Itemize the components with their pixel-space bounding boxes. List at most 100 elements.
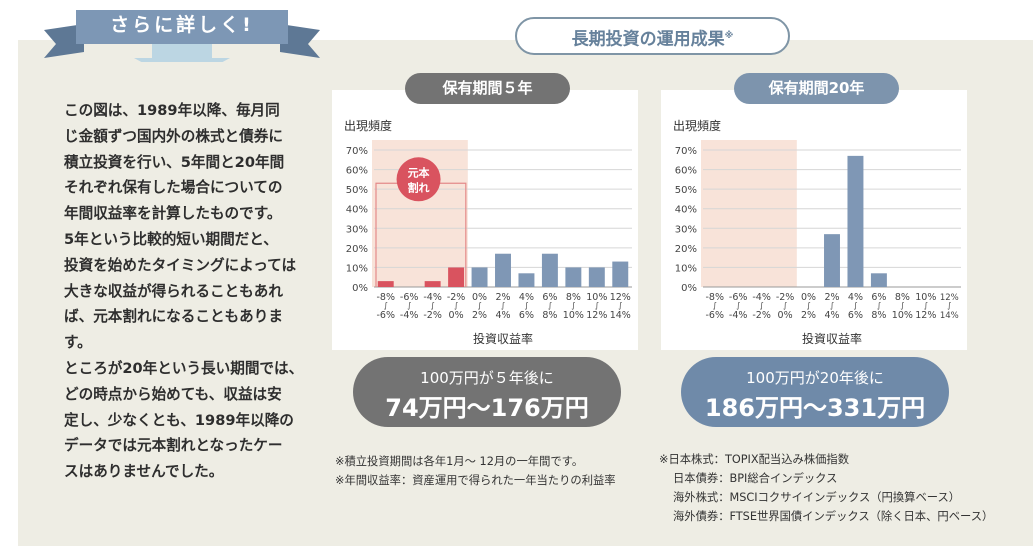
x-tick-separator: ∫ — [877, 301, 881, 310]
y-tick-label: 20% — [675, 244, 697, 255]
x-tick-label: -6% — [400, 292, 419, 303]
x-tick-label: 14% — [610, 310, 631, 321]
intro-line: データでは元本割れとなったケー — [64, 437, 283, 455]
bar — [495, 253, 511, 287]
y-tick-label: 50% — [675, 185, 697, 196]
y-tick-label: 70% — [346, 146, 368, 157]
x-tick-label: 12% — [915, 310, 936, 321]
note-line: 海外債券：FTSE世界国債インデックス（除く日本、円ベース） — [673, 510, 994, 523]
bar — [870, 273, 887, 287]
y-tick-label: 70% — [675, 146, 697, 157]
x-tick-label: 10% — [892, 310, 913, 321]
note-line: ※年間収益率：資産運用で得られた一年当たりの利益率 — [335, 474, 616, 487]
x-tick-separator: ∫ — [454, 301, 458, 310]
x-tick-separator: ∫ — [830, 301, 834, 310]
loss-bubble — [396, 157, 441, 202]
x-tick-label: 14% — [940, 311, 959, 321]
intro-line: 積立投資を行い、5年間と20年間 — [64, 153, 285, 171]
x-tick-label: 12% — [610, 292, 631, 303]
intro-line: 大きな収益が得られることもあれ — [64, 282, 283, 300]
x-tick-label: 6% — [871, 292, 886, 303]
x-tick-label: 4% — [519, 292, 534, 303]
bar — [612, 261, 629, 287]
bar — [541, 253, 558, 287]
intro-line: それぞれ保有した場合についての — [64, 179, 283, 197]
note-line: 日本債券：BPI総合インデックス — [673, 472, 838, 485]
intro-line: どの時点から始めても、収益は安 — [64, 385, 282, 403]
y-tick-label: 10% — [675, 263, 697, 274]
x-tick-label: 10% — [563, 310, 584, 321]
intro-line: 定し、少なくとも、1989年以降の — [64, 411, 294, 429]
x-tick-label: -2% — [752, 310, 771, 321]
x-axis-label: 投資収益率 — [473, 331, 533, 346]
result-5yr: 100万円が５年後に 74万円〜176万円 — [353, 357, 621, 427]
result-20yr: 100万円が20年後に 186万円〜331万円 — [681, 357, 949, 427]
x-tick-label: 8% — [542, 310, 557, 321]
intro-line: じ金額ずつ国内外の株式と債券に — [64, 127, 283, 145]
main-title-mark: ※ — [724, 31, 734, 41]
intro-line: ば、元本割れになることもあります。 — [64, 308, 283, 352]
result-5yr-line1: 100万円が５年後に — [420, 369, 554, 387]
x-tick-label: 0% — [801, 292, 816, 303]
x-tick-label: -4% — [400, 310, 419, 321]
intro-line: ところが20年という長い期間では、 — [64, 359, 304, 377]
y-axis-label: 出現頻度 — [673, 118, 721, 133]
bar-chart-20yr: 出現頻度0%10%20%30%40%50%60%70%-8%∫-6%-6%∫-4… — [673, 118, 961, 346]
x-tick-separator: ∫ — [618, 301, 622, 310]
x-tick-label: -4% — [752, 292, 771, 303]
x-tick-label: -6% — [729, 292, 748, 303]
ribbon-label: さらに詳しく! — [110, 14, 254, 36]
x-tick-separator: ∫ — [713, 301, 717, 310]
x-tick-label: -6% — [376, 310, 395, 321]
y-tick-label: 20% — [346, 244, 368, 255]
x-tick-label: 6% — [519, 310, 534, 321]
notes-left: ※積立投資期間は各年1月〜 12月の一年間です。 ※年間収益率：資産運用で得られ… — [335, 452, 616, 490]
x-axis-label: 投資収益率 — [802, 331, 862, 346]
x-tick-label: 8% — [871, 310, 886, 321]
loss-bubble-text: 割れ — [408, 180, 430, 194]
x-tick-label: 0% — [449, 310, 464, 321]
x-tick-label: 2% — [824, 292, 839, 303]
x-tick-label: -4% — [423, 292, 442, 303]
y-tick-label: 60% — [675, 166, 697, 177]
y-tick-label: 30% — [675, 224, 697, 235]
x-tick-label: -8% — [705, 292, 724, 303]
notes-right: ※日本株式：TOPIX配当込み株価指数 日本債券：BPI総合インデックス 海外株… — [659, 450, 993, 526]
x-tick-separator: ∫ — [548, 301, 552, 310]
y-tick-label: 10% — [346, 263, 368, 274]
main-title: 長期投資の運用成果※ — [515, 17, 790, 55]
x-tick-label: 4% — [848, 292, 863, 303]
x-tick-label: 0% — [778, 310, 793, 321]
x-tick-label: 10% — [586, 292, 607, 303]
x-tick-label: -2% — [447, 292, 466, 303]
y-tick-label: 30% — [346, 224, 368, 235]
chart-panel-20yr: 出現頻度 0% 10% 20% 30% 40% 50% 60% 70% -8% ∫ -6% -6% ∫ -4… — [661, 90, 967, 350]
intro-line: 投資を始めたタイミングによっては — [64, 256, 297, 274]
ribbon-fold-right — [280, 24, 320, 58]
y-tick-label: 0% — [352, 283, 368, 294]
bar — [824, 234, 840, 287]
x-tick-label: 10% — [915, 292, 936, 303]
bar — [471, 267, 488, 287]
intro-line: 5年という比較的短い期間だと、 — [64, 230, 278, 248]
x-tick-label: 6% — [542, 292, 557, 303]
bar — [448, 267, 465, 287]
intro-line: 年間収益率を計算したものです。 — [64, 205, 282, 223]
y-tick-label: 40% — [346, 205, 368, 216]
x-tick-separator: ∫ — [760, 301, 764, 310]
x-tick-separator: ∫ — [571, 301, 575, 310]
x-tick-separator: ∫ — [947, 301, 951, 310]
x-tick-label: 4% — [824, 310, 839, 321]
x-tick-separator: ∫ — [783, 301, 787, 310]
x-tick-label: -2% — [776, 292, 795, 303]
x-tick-label: 0% — [472, 292, 487, 303]
x-tick-separator: ∫ — [477, 301, 481, 310]
x-tick-separator: ∫ — [595, 301, 599, 310]
x-tick-separator: ∫ — [924, 301, 928, 310]
x-tick-label: -4% — [729, 310, 748, 321]
y-tick-label: 0% — [681, 283, 697, 294]
ribbon-body — [76, 10, 288, 44]
result-20yr-range: 186万円〜331万円 — [704, 394, 926, 422]
ribbon-fold-left — [44, 24, 84, 58]
x-tick-separator: ∫ — [806, 301, 810, 310]
